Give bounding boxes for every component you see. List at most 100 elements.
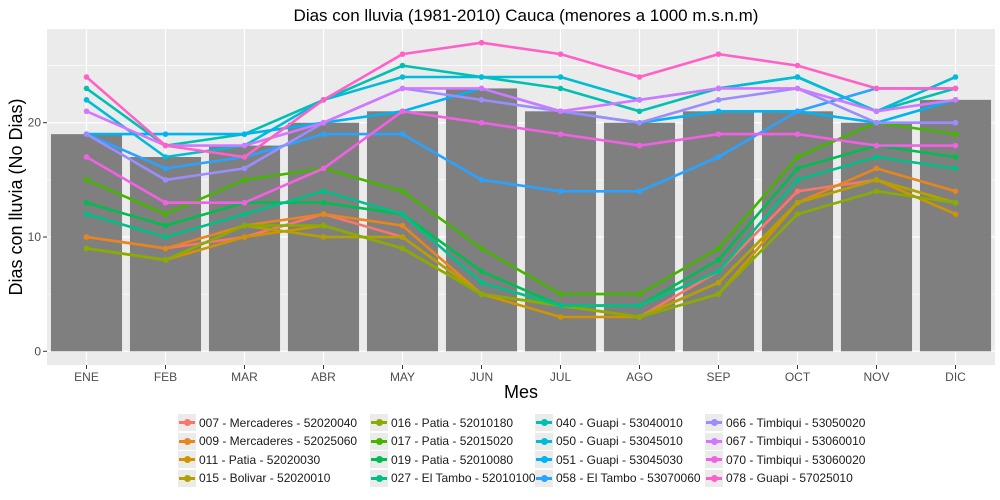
series-point [794,74,801,80]
legend-key [178,432,196,450]
series-line [85,41,956,159]
x-tick-label: FEB [154,370,177,384]
series-point [478,291,485,297]
legend-label: 019 - Patia - 52010080 [391,452,514,467]
legend-item: 040 - Guapi - 53040010 [535,414,683,431]
legend-key-dot [711,419,718,426]
series-point [715,97,722,103]
series-point [636,188,643,195]
chart-title: Dias con lluvia (1981-2010) Cauca (menor… [294,6,759,25]
legend-label: 040 - Guapi - 53040010 [556,415,683,430]
legend-key-dot [184,474,191,482]
legend-item: 078 - Guapi - 57025010 [705,469,853,487]
series-point [557,302,564,309]
series-point [952,165,959,172]
series-point [794,108,801,115]
series-point [636,74,643,80]
series-point [162,245,169,252]
series-point [952,74,959,80]
series-point [794,188,801,195]
series-point [320,188,327,195]
series-point [241,222,248,229]
x-tick-label: ENE [74,370,99,384]
series-point [83,234,90,240]
series-point [162,154,169,160]
series-line [86,155,956,307]
series-point [557,74,564,80]
series-point [557,291,564,297]
series-point [715,154,722,160]
series-point [83,131,90,137]
x-tick-label: JUN [470,370,493,384]
legend-label: 017 - Patia - 52015020 [391,434,514,448]
series-point [320,199,327,206]
y-tick-label: 20 [28,116,42,130]
x-tick-label: DIC [945,370,966,384]
series-point [873,177,880,183]
legend-label: 015 - Bolivar - 52020010 [199,471,331,485]
legend-item: 017 - Patia - 52015020 [370,432,514,450]
series-point [873,119,880,126]
series-point [320,119,327,126]
series-point [794,62,801,69]
legend-label: 067 - Timbiqui - 53060010 [726,434,866,448]
series-line [85,121,956,296]
bar [50,134,123,352]
series-point [715,257,722,263]
series-point [794,154,801,160]
x-tick-label: MAY [390,370,415,384]
x-tick-label: ABR [311,370,336,384]
legend-key-dot [711,456,718,463]
series-point [399,108,406,115]
series-point [399,211,406,217]
series-point [241,199,248,206]
series-point [794,131,801,137]
series-point [557,51,564,57]
legend-key-dot [376,419,383,426]
series-point [715,291,722,297]
series-point [636,302,643,309]
legend-key [370,414,388,431]
legend-key-dot [541,419,548,426]
series-point [162,211,169,217]
series-point [557,131,564,137]
series-point [399,74,406,80]
series-point [241,234,248,240]
series-point [162,131,169,137]
series-point [952,188,959,195]
legend-label: 016 - Patia - 52010180 [391,415,514,430]
series-point [399,245,406,252]
x-tick-label: SEP [706,370,730,384]
legend-key-dot [711,437,718,445]
series-point [636,291,643,297]
legend-label: 011 - Patia - 52020030 [199,452,321,467]
series-point [162,165,169,172]
legend: 007 - Mercaderes - 52020040 009 - Mercade… [178,414,938,492]
legend-key [705,469,723,487]
series-line [85,110,956,204]
series-point [715,108,722,115]
series-point [636,142,643,149]
series-line [85,87,956,182]
x-tick-label: JUL [550,370,572,384]
bar [445,88,518,352]
legend-item: 027 - El Tambo - 52010100 [370,469,536,487]
legend-label: 009 - Mercaderes - 52025060 [199,434,358,448]
legend-key [535,414,553,431]
x-tick-label: MAR [231,370,258,384]
x-axis-title: Mes [504,382,538,402]
legend-key [705,414,723,431]
series-point [478,268,485,275]
legend-label: 051 - Guapi - 53045030 [556,452,683,467]
legend-item: 050 - Guapi - 53045010 [535,432,683,450]
bar [919,99,992,352]
series-point [873,188,880,195]
legend-label: 058 - El Tambo - 53070060 [556,471,701,485]
legend-key-dot [541,437,548,445]
series-point [241,154,248,160]
series-point [162,142,169,149]
legend-label: 070 - Timbiqui - 53060020 [726,452,866,467]
series-point [794,199,801,206]
series-point [952,85,959,92]
